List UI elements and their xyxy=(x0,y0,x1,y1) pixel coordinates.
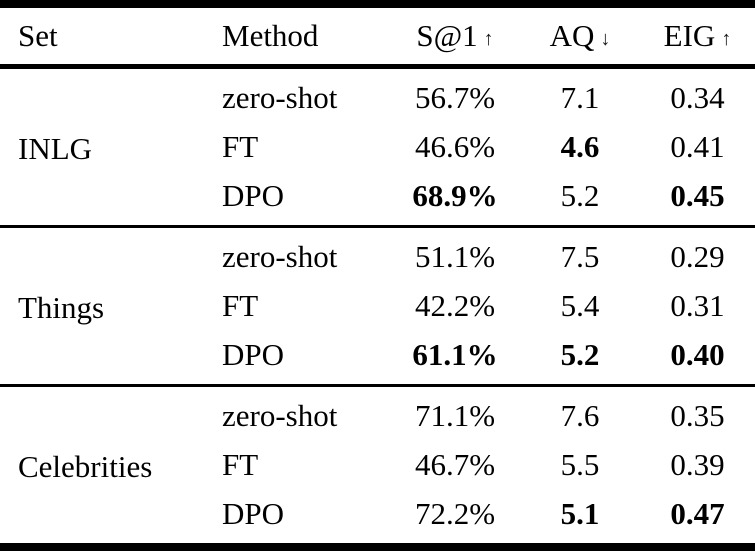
col-header-eig: EIG ↑ xyxy=(640,4,755,67)
col-header-set: Set xyxy=(18,18,58,53)
method-cell: zero-shot xyxy=(222,79,338,115)
set-label: INLG xyxy=(18,131,93,166)
aq-cell: 5.1 xyxy=(560,495,600,531)
eig-cell: 0.45 xyxy=(670,177,725,213)
col-header-aq: AQ ↓ xyxy=(520,4,640,67)
table-row: INLG zero-shot 56.7% 7.1 0.34 xyxy=(0,67,755,167)
s1-cell: 68.9% xyxy=(412,177,498,213)
eig-cell: 0.31 xyxy=(670,287,725,323)
s1-cell: 56.7% xyxy=(414,79,496,115)
up-arrow-icon: ↑ xyxy=(483,28,494,50)
method-cell: DPO xyxy=(222,336,285,372)
method-cell: zero-shot xyxy=(222,397,338,433)
s1-cell: 46.7% xyxy=(414,446,496,482)
method-cell: zero-shot xyxy=(222,238,338,274)
table-row: DPO 68.9% 5.2 0.45 xyxy=(0,171,755,227)
s1-cell: 42.2% xyxy=(414,287,496,323)
table-row: Celebrities zero-shot 71.1% 7.6 0.35 xyxy=(0,386,755,485)
aq-cell: 5.2 xyxy=(560,336,600,372)
col-header-method: Method xyxy=(222,18,319,53)
aq-cell: 7.1 xyxy=(560,79,600,115)
method-cell: FT xyxy=(222,446,259,482)
table-group-celebrities: Celebrities zero-shot 71.1% 7.6 0.35 FT … xyxy=(0,385,755,548)
table-row: FT 46.7% 5.5 0.39 xyxy=(0,440,755,489)
eig-cell: 0.40 xyxy=(670,336,725,372)
aq-cell: 7.6 xyxy=(560,397,600,433)
s1-cell: 72.2% xyxy=(414,495,496,531)
table-group-inlg: INLG zero-shot 56.7% 7.1 0.34 FT 46.6% 4… xyxy=(0,67,755,227)
col-header-aq-label: AQ xyxy=(549,18,595,53)
aq-cell: 5.5 xyxy=(560,446,600,482)
table-group-things: Things zero-shot 51.1% 7.5 0.29 FT 42.2%… xyxy=(0,226,755,386)
set-label: Things xyxy=(18,290,105,325)
up-arrow-icon: ↑ xyxy=(721,28,732,50)
down-arrow-icon: ↓ xyxy=(600,28,611,50)
eig-cell: 0.47 xyxy=(670,495,725,531)
eig-cell: 0.29 xyxy=(670,238,725,274)
s1-cell: 46.6% xyxy=(414,128,496,164)
table-row: DPO 72.2% 5.1 0.47 xyxy=(0,489,755,547)
col-header-eig-label: EIG xyxy=(663,18,716,53)
table-row: Things zero-shot 51.1% 7.5 0.29 xyxy=(0,227,755,326)
table-row: DPO 61.1% 5.2 0.40 xyxy=(0,330,755,386)
header-row: Set Method S@1 ↑ AQ ↓ EIG ↑ xyxy=(0,4,755,67)
method-cell: DPO xyxy=(222,177,285,213)
table-header: Set Method S@1 ↑ AQ ↓ EIG ↑ xyxy=(0,4,755,67)
table-row: FT 42.2% 5.4 0.31 xyxy=(0,281,755,330)
eig-cell: 0.34 xyxy=(670,79,725,115)
col-header-s1: S@1 ↑ xyxy=(390,4,520,67)
aq-cell: 4.6 xyxy=(560,128,600,164)
aq-cell: 7.5 xyxy=(560,238,600,274)
table-row: FT 46.6% 4.6 0.41 xyxy=(0,122,755,171)
eig-cell: 0.41 xyxy=(670,128,725,164)
eig-cell: 0.35 xyxy=(670,397,725,433)
method-cell: DPO xyxy=(222,495,285,531)
s1-cell: 61.1% xyxy=(412,336,498,372)
col-header-s1-label: S@1 xyxy=(416,18,478,53)
method-cell: FT xyxy=(222,128,259,164)
aq-cell: 5.4 xyxy=(560,287,600,323)
aq-cell: 5.2 xyxy=(560,177,600,213)
eig-cell: 0.39 xyxy=(670,446,725,482)
set-label: Celebrities xyxy=(18,449,153,484)
s1-cell: 71.1% xyxy=(414,397,496,433)
method-cell: FT xyxy=(222,287,259,323)
s1-cell: 51.1% xyxy=(414,238,496,274)
